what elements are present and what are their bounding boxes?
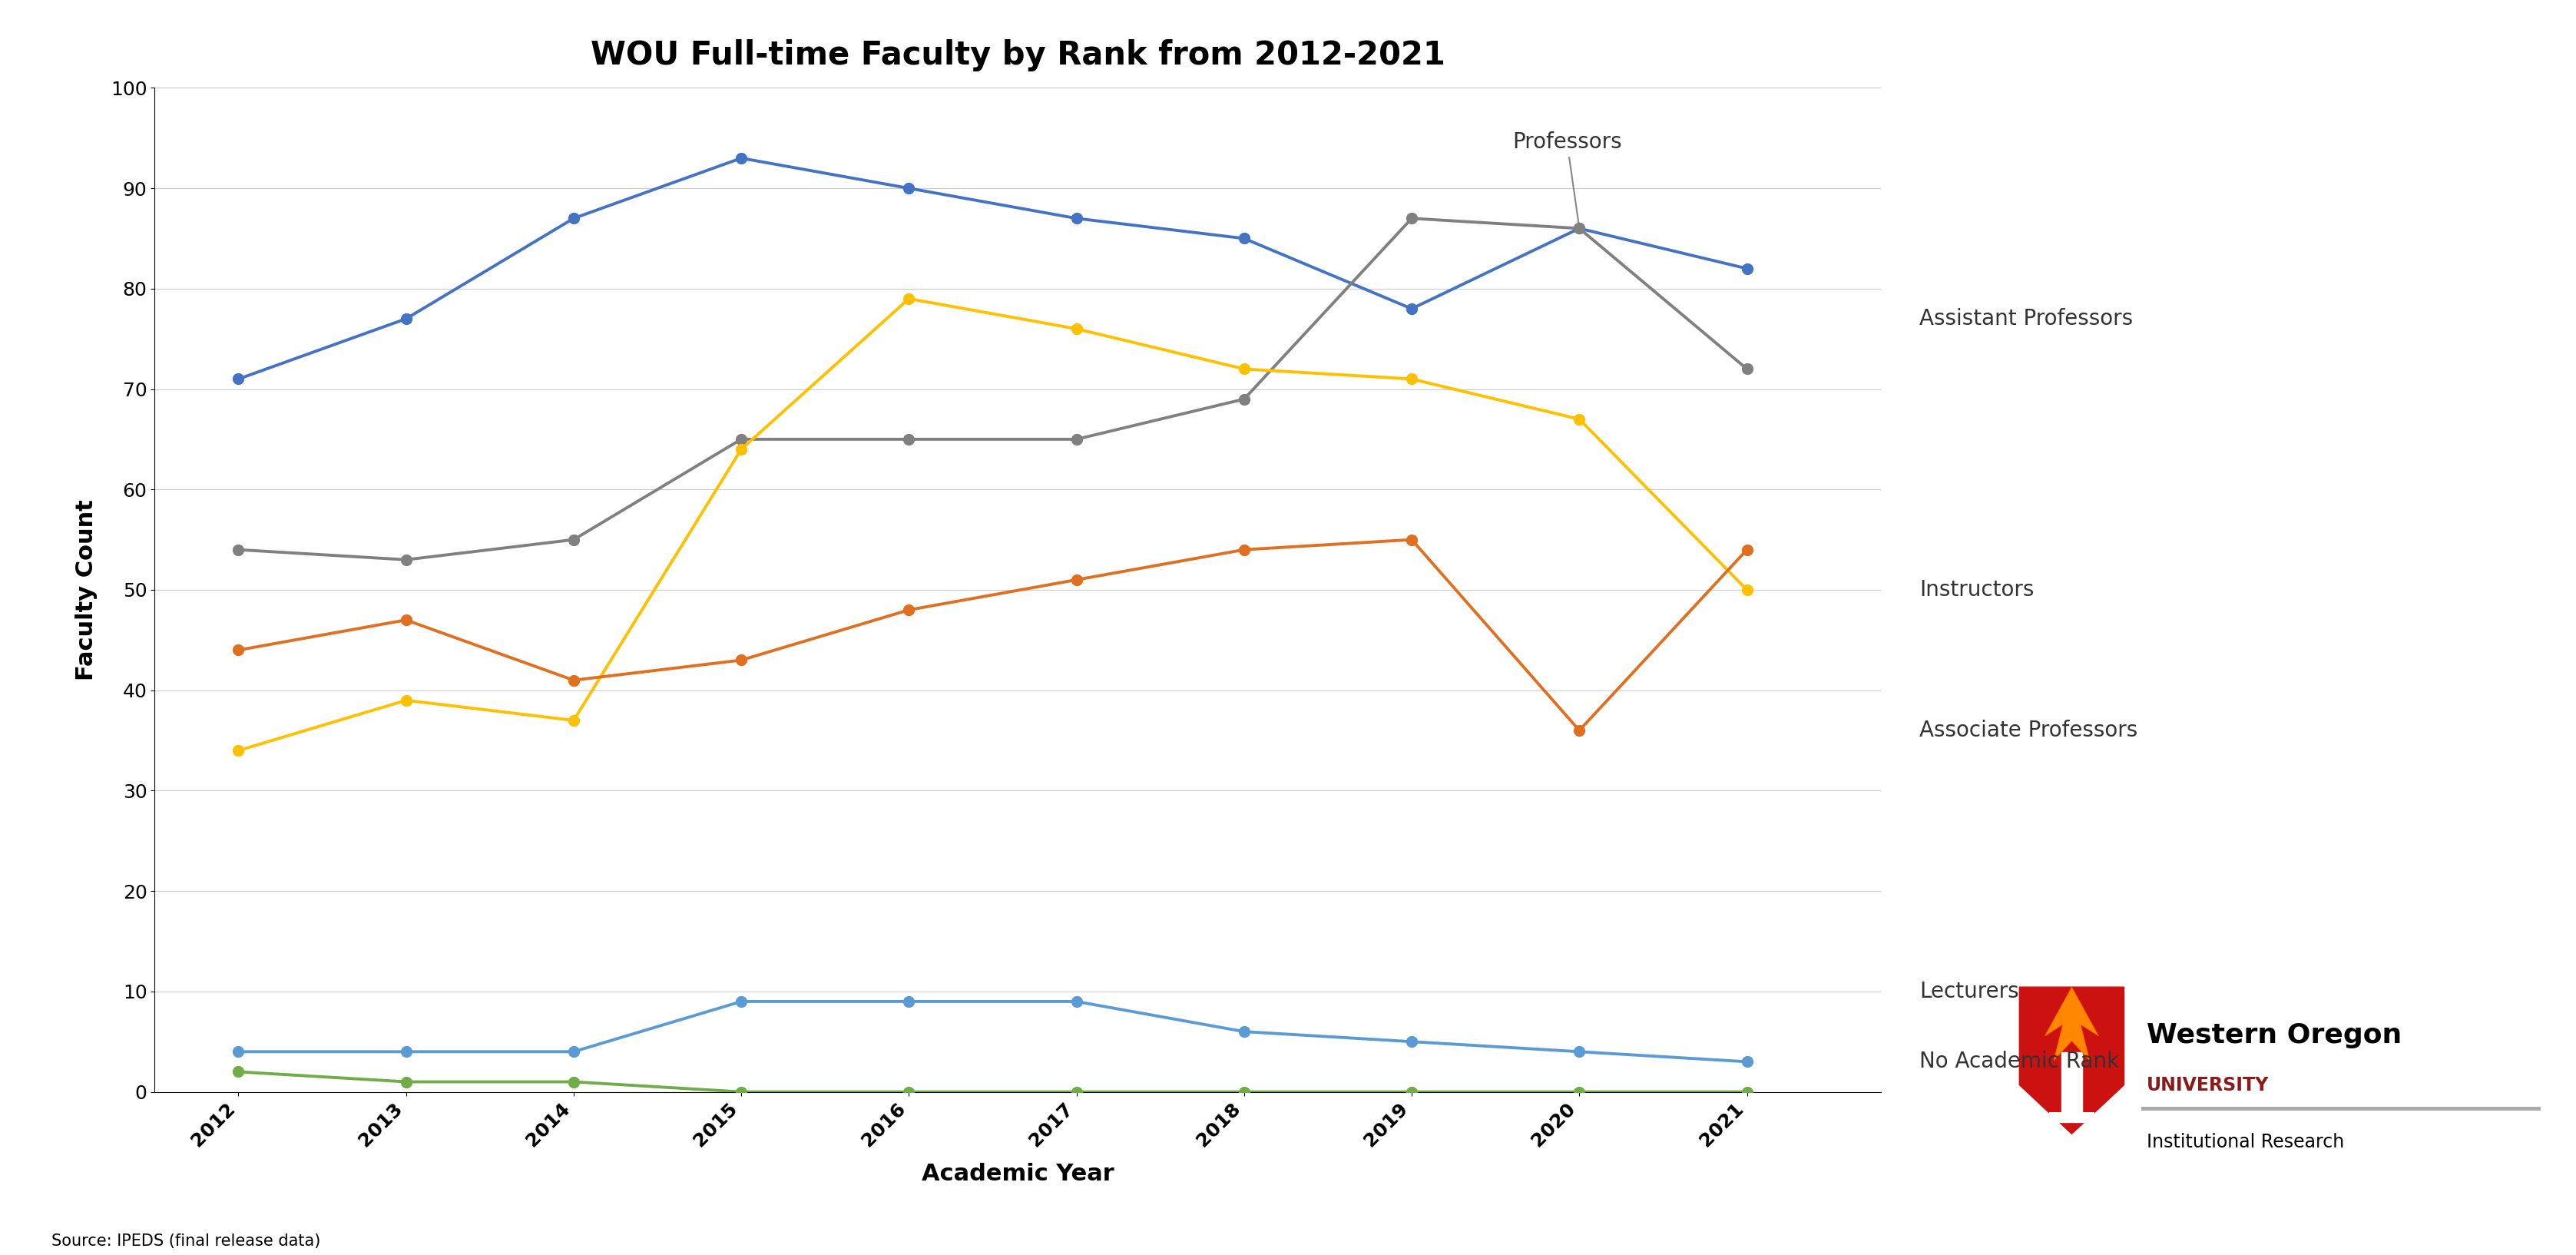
Text: Instructors: Instructors <box>1919 579 2035 601</box>
Polygon shape <box>2048 1113 2094 1122</box>
Text: Assistant Professors: Assistant Professors <box>1919 307 2133 330</box>
Text: Source: IPEDS (final release data): Source: IPEDS (final release data) <box>52 1234 319 1249</box>
Y-axis label: Faculty Count: Faculty Count <box>75 499 98 680</box>
Text: Western Oregon: Western Oregon <box>2146 1023 2401 1048</box>
Text: Institutional Research: Institutional Research <box>2146 1133 2344 1151</box>
Polygon shape <box>2020 986 2123 1135</box>
Text: UNIVERSITY: UNIVERSITY <box>2146 1077 2269 1094</box>
Polygon shape <box>2061 1052 2081 1118</box>
Text: Lecturers: Lecturers <box>1919 980 2020 1003</box>
Text: Professors: Professors <box>1512 132 1620 226</box>
Text: No Academic Rank: No Academic Rank <box>1919 1050 2120 1073</box>
Text: Associate Professors: Associate Professors <box>1919 719 2138 742</box>
X-axis label: Academic Year: Academic Year <box>922 1163 1113 1185</box>
Polygon shape <box>2045 986 2097 1060</box>
Title: WOU Full-time Faculty by Rank from 2012-2021: WOU Full-time Faculty by Rank from 2012-… <box>590 39 1445 72</box>
